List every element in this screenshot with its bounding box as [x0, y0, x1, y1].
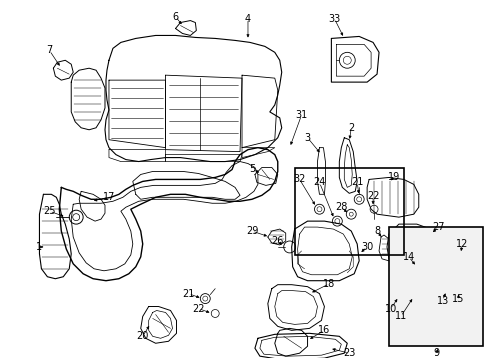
Text: 27: 27 [431, 222, 444, 232]
Text: 29: 29 [245, 226, 258, 236]
Bar [388, 227, 482, 346]
Text: 22: 22 [192, 303, 204, 314]
Text: 21: 21 [182, 289, 194, 298]
Text: 7: 7 [46, 45, 52, 55]
Text: 12: 12 [455, 239, 468, 249]
Text: 8: 8 [373, 226, 379, 236]
Text: 2: 2 [347, 123, 354, 133]
Text: 32: 32 [293, 175, 305, 184]
Text: 3: 3 [304, 133, 310, 143]
Circle shape [314, 204, 324, 214]
Text: 17: 17 [102, 192, 115, 202]
Text: 20: 20 [136, 331, 149, 341]
Text: 22: 22 [366, 191, 379, 201]
Text: 23: 23 [343, 348, 355, 358]
Text: 18: 18 [323, 279, 335, 289]
Text: 30: 30 [360, 242, 372, 252]
Circle shape [332, 216, 342, 226]
Text: 9: 9 [433, 348, 439, 358]
Text: 16: 16 [318, 325, 330, 336]
Text: 14: 14 [402, 252, 414, 262]
Text: 1: 1 [36, 242, 42, 252]
Text: 24: 24 [313, 177, 325, 188]
Text: 28: 28 [334, 202, 347, 212]
Text: 13: 13 [436, 296, 448, 306]
Text: 5: 5 [248, 165, 255, 175]
Text: 11: 11 [394, 311, 406, 321]
Text: 19: 19 [387, 172, 399, 183]
Polygon shape [331, 36, 378, 82]
Text: 4: 4 [244, 14, 250, 23]
Text: 10: 10 [384, 303, 396, 314]
Text: 33: 33 [327, 14, 340, 23]
Text: 26: 26 [271, 236, 284, 246]
Bar [294, 167, 403, 255]
Text: 31: 31 [295, 110, 307, 120]
Text: 15: 15 [451, 293, 464, 303]
Text: 21: 21 [350, 177, 363, 188]
Text: 6: 6 [172, 12, 178, 22]
Text: 25: 25 [43, 206, 56, 216]
